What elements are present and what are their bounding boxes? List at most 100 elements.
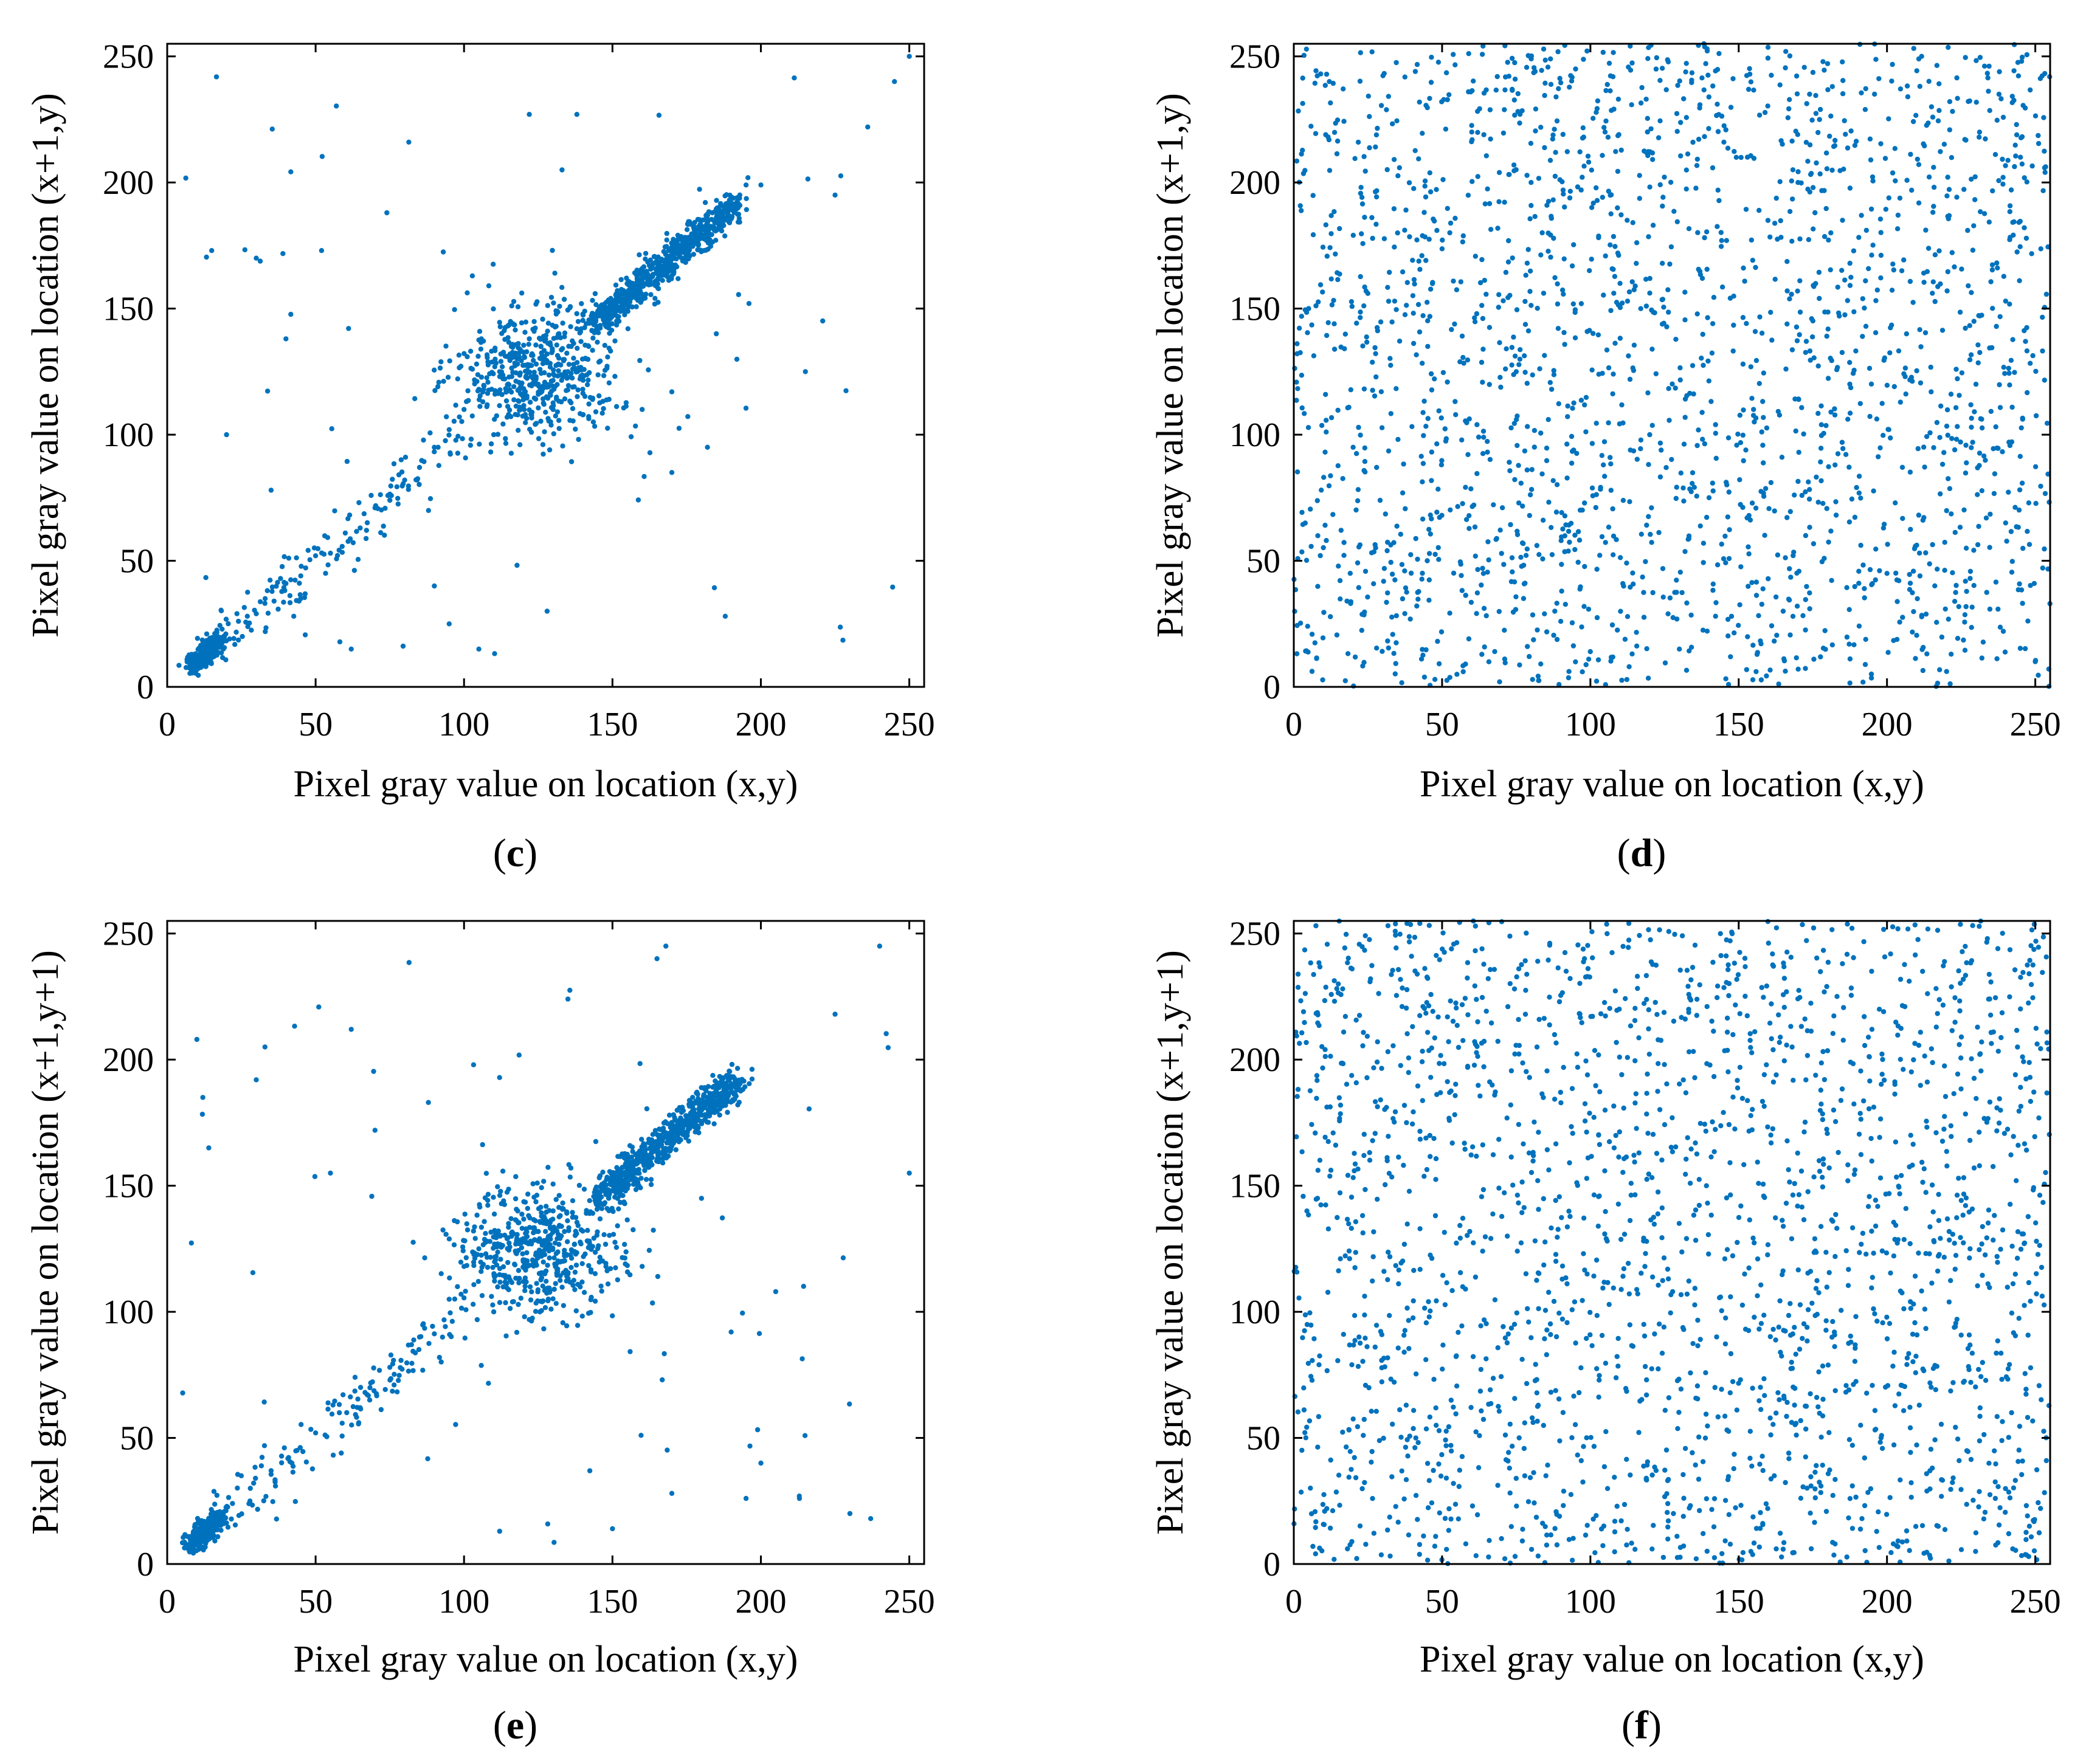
data-point (1460, 354, 1466, 360)
data-point (684, 227, 690, 232)
data-point (704, 1119, 710, 1125)
data-point (1748, 79, 1754, 84)
data-point (2003, 298, 2008, 304)
data-point (400, 481, 406, 486)
data-point (1402, 312, 1408, 317)
data-point (672, 1117, 678, 1123)
data-point (1740, 432, 1746, 438)
data-point (1294, 398, 1299, 403)
data-point (176, 663, 182, 668)
data-point (1799, 405, 1805, 410)
data-point (1927, 430, 1933, 436)
data-point (1644, 646, 1649, 652)
data-point (1888, 435, 1893, 441)
data-point (1687, 390, 1693, 396)
data-point (265, 610, 271, 616)
data-point (1479, 582, 1484, 588)
data-point (2038, 483, 2043, 489)
data-point (1807, 487, 1812, 492)
data-point (601, 373, 607, 379)
data-point (1572, 309, 1578, 315)
data-point (495, 1284, 500, 1290)
data-point (1394, 118, 1400, 123)
data-point (1786, 106, 1792, 112)
data-point (598, 1201, 604, 1207)
data-point (194, 1036, 199, 1042)
data-point (447, 450, 453, 456)
data-point (493, 360, 499, 366)
data-point (1785, 115, 1791, 120)
data-point (1353, 507, 1359, 513)
data-point (1627, 499, 1632, 505)
data-point (513, 342, 519, 348)
data-point (269, 584, 275, 590)
data-point (1949, 436, 1955, 441)
data-point (1950, 109, 1955, 114)
data-point (2019, 58, 2025, 64)
data-point (653, 270, 659, 276)
data-point (1749, 500, 1755, 506)
data-point (1392, 298, 1398, 304)
data-point (2026, 542, 2032, 547)
y-axis-label: Pixel gray value on location (x+1,y) (25, 93, 66, 638)
x-tick-label: 250 (884, 706, 935, 743)
data-point (1323, 391, 1328, 398)
data-point (1362, 445, 1367, 451)
data-point (1439, 99, 1445, 105)
data-point (1589, 485, 1595, 491)
data-point (1930, 114, 1936, 120)
data-point (1963, 325, 1968, 331)
data-point (399, 469, 405, 475)
data-point (679, 1109, 685, 1115)
data-point (758, 182, 764, 188)
data-point (520, 413, 525, 419)
data-point (1492, 649, 1497, 655)
data-point (1530, 677, 1535, 683)
data-point (727, 220, 733, 226)
data-point (1483, 291, 1489, 297)
data-point (1458, 279, 1463, 284)
data-point (1748, 364, 1753, 370)
data-point (1952, 447, 1958, 453)
data-point (257, 599, 263, 605)
data-point (1746, 512, 1752, 519)
data-point (522, 368, 528, 374)
data-point (1361, 386, 1367, 392)
data-point (1710, 321, 1716, 326)
data-point (1436, 408, 1442, 414)
data-point (1847, 680, 1853, 686)
data-point (1436, 557, 1442, 562)
data-point (1917, 83, 1922, 89)
data-point (1582, 563, 1587, 570)
data-point (1573, 66, 1578, 72)
data-point (628, 1177, 634, 1182)
data-point (536, 436, 542, 441)
data-point (1559, 534, 1564, 540)
data-point (588, 1297, 593, 1303)
data-point (1947, 127, 1952, 133)
data-point (1946, 476, 1951, 481)
data-point (495, 1184, 500, 1190)
data-point (1897, 619, 1902, 625)
data-point (460, 1244, 466, 1250)
data-point (646, 1165, 652, 1170)
data-point (1721, 556, 1727, 562)
data-point (1595, 332, 1601, 338)
data-point (610, 1232, 616, 1237)
data-point (1359, 612, 1365, 617)
data-point (536, 1206, 542, 1211)
data-point (728, 1329, 734, 1335)
data-point (1710, 581, 1716, 587)
data-point (1502, 627, 1507, 633)
data-point (2036, 133, 2041, 139)
data-point (540, 400, 546, 406)
data-point (257, 258, 263, 264)
data-point (1620, 300, 1625, 306)
data-point (1924, 651, 1930, 656)
data-point (1800, 613, 1806, 618)
data-point (669, 1490, 675, 1496)
data-point (590, 336, 596, 341)
data-point (1699, 356, 1704, 361)
data-point (325, 562, 331, 568)
